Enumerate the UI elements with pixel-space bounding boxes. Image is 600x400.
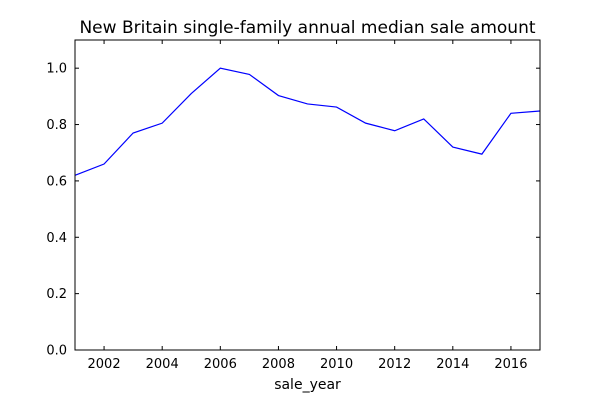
x-tick-label: 2014 (436, 357, 469, 372)
x-axis-label: sale_year (274, 377, 341, 393)
chart-title: New Britain single-family annual median … (79, 18, 535, 38)
plot-frame (74, 39, 541, 351)
x-tick-label: 2012 (378, 357, 411, 372)
y-tick-label: 0.2 (46, 287, 67, 302)
series-line-0 (74, 67, 541, 176)
y-tick-label: 0.4 (46, 231, 67, 246)
x-tick-label: 2008 (262, 357, 295, 372)
y-tick-label: 0.8 (46, 118, 67, 133)
x-tick-label: 2002 (88, 357, 121, 372)
x-tick-label: 2010 (320, 357, 353, 372)
x-tick-label: 2004 (146, 357, 179, 372)
x-tick-label: 2006 (204, 357, 237, 372)
x-tick-label: 2016 (494, 357, 527, 372)
y-tick-label: 0.6 (46, 174, 67, 189)
y-tick-label: 1.0 (46, 62, 67, 77)
y-tick-label: 0.0 (46, 344, 67, 359)
